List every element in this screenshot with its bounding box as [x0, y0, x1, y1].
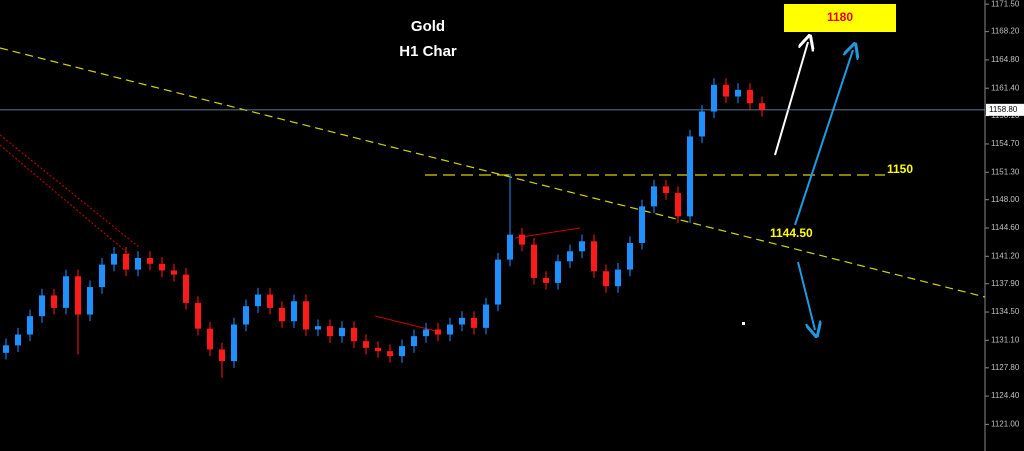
- y-tick-label: 1124.40: [991, 391, 1020, 400]
- candle-body: [135, 257, 141, 270]
- y-tick-label: 1121.00: [991, 419, 1020, 428]
- candle-body: [651, 186, 657, 207]
- candle-body: [219, 349, 225, 362]
- y-tick-label: 1137.90: [991, 279, 1020, 288]
- candle-body: [711, 84, 717, 112]
- candle-body: [519, 234, 525, 245]
- target-box: [784, 4, 896, 32]
- candle-body: [171, 270, 177, 275]
- candle-body: [531, 244, 537, 278]
- y-tick-label: 1151.30: [991, 167, 1020, 176]
- candle-body: [675, 193, 681, 217]
- pattern-line: [514, 227, 581, 239]
- support-label: 1144.50: [770, 226, 813, 240]
- candle-body: [723, 84, 729, 97]
- candle-body: [15, 334, 21, 346]
- candle-body: [183, 274, 189, 303]
- y-tick-label: 1148.00: [991, 195, 1020, 204]
- candle-body: [615, 269, 621, 287]
- candle-body: [591, 241, 597, 272]
- candle-body: [111, 253, 117, 265]
- y-tick-label: 1171.50: [991, 0, 1020, 8]
- candle-body: [159, 263, 165, 271]
- candle-body: [483, 304, 489, 328]
- arrow: [797, 261, 815, 330]
- candle-body: [375, 347, 381, 352]
- candle-body: [747, 89, 753, 104]
- channel-line: [0, 144, 131, 256]
- candle-body: [627, 242, 633, 270]
- candle-body: [315, 326, 321, 330]
- candle-body: [195, 302, 201, 329]
- candle-body: [663, 186, 669, 194]
- candle-body: [555, 261, 561, 283]
- candle-body: [411, 336, 417, 347]
- arrow: [774, 42, 808, 156]
- trend-line: [0, 47, 986, 298]
- candle-body: [327, 326, 333, 337]
- chart-subtitle: H1 Char: [399, 43, 457, 60]
- candle-body: [639, 206, 645, 243]
- candle-body: [687, 136, 693, 217]
- candle-body: [699, 111, 705, 137]
- candle-body: [567, 251, 573, 262]
- y-tick-label: 1131.10: [991, 335, 1020, 344]
- y-tick-label: 1127.80: [991, 363, 1020, 372]
- candle-body: [387, 351, 393, 357]
- candle-body: [87, 287, 93, 315]
- candle-body: [735, 89, 741, 97]
- y-tick-label: 1134.50: [991, 307, 1020, 316]
- pattern-line: [374, 315, 441, 333]
- chart-title: Gold: [411, 18, 445, 35]
- y-tick-label: 1144.60: [991, 223, 1020, 232]
- candle-body: [363, 341, 369, 348]
- y-tick-label: 1154.70: [991, 139, 1020, 148]
- candle-body: [267, 294, 273, 308]
- price-tag: [986, 103, 1024, 116]
- candle-body: [471, 317, 477, 328]
- candle-body: [423, 329, 429, 337]
- y-tick-label: 1161.40: [991, 83, 1020, 92]
- candle-body: [759, 103, 765, 110]
- candle-body: [447, 324, 453, 335]
- candle-body: [435, 329, 441, 335]
- candle-body: [231, 324, 237, 362]
- y-tick-label: 1141.20: [991, 251, 1020, 260]
- candle-body: [123, 253, 129, 270]
- y-tick-label: 1168.20: [991, 27, 1020, 36]
- candle-body: [63, 276, 69, 308]
- candle-body: [99, 264, 105, 288]
- candle-body: [603, 271, 609, 287]
- y-tick-label: 1164.80: [991, 55, 1020, 64]
- resistance-label: 1150: [887, 162, 913, 176]
- candle-body: [75, 276, 81, 315]
- candle-body: [495, 259, 501, 305]
- candle-body: [279, 307, 285, 322]
- target-label: 1180: [827, 10, 853, 24]
- candle-body: [543, 277, 549, 283]
- candle-body: [303, 301, 309, 330]
- candle-body: [243, 306, 249, 325]
- candle-body: [147, 257, 153, 264]
- channel-line: [0, 134, 141, 249]
- candle-body: [507, 234, 513, 260]
- candle-body: [51, 295, 57, 308]
- candle-body: [27, 316, 33, 335]
- candle-body: [255, 294, 261, 307]
- candle-body: [39, 295, 45, 317]
- candle-body: [351, 327, 357, 342]
- candle-body: [339, 327, 345, 337]
- candle-body: [207, 328, 213, 350]
- candle-body: [579, 241, 585, 252]
- candle-body: [399, 346, 405, 357]
- arrow: [794, 50, 853, 226]
- candle-body: [291, 301, 297, 322]
- candle-body: [3, 345, 9, 353]
- marker-dot: [742, 322, 745, 325]
- candle-body: [459, 317, 465, 325]
- price-label: 1158.80: [989, 105, 1018, 114]
